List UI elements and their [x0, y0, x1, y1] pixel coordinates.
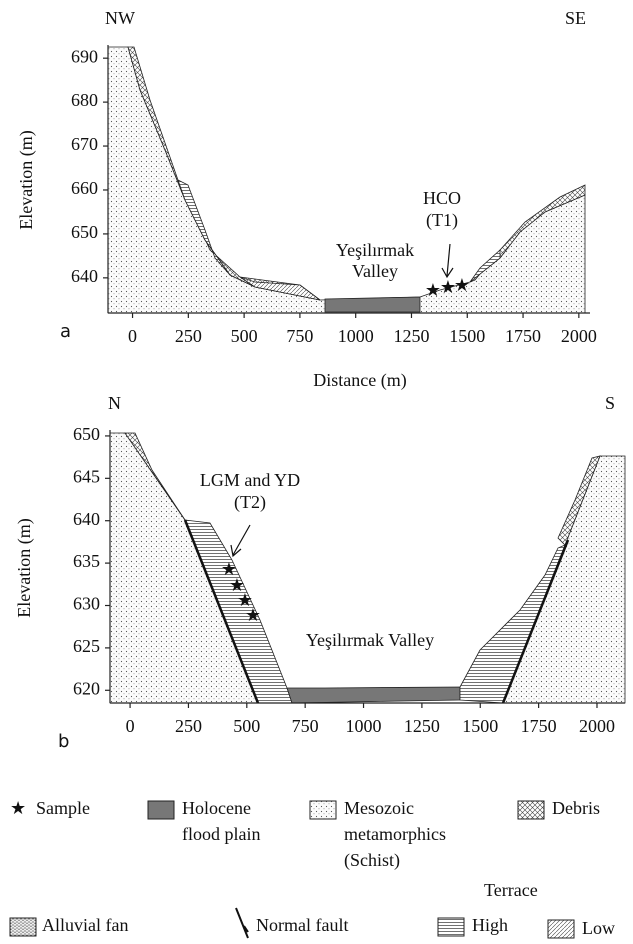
x-tick-label: 250: [175, 716, 202, 736]
x-tick-label: 250: [175, 326, 202, 346]
x-tick-label: 2000: [561, 326, 597, 346]
legend-label: Holocene: [182, 798, 251, 818]
x-tick-label: 750: [286, 326, 313, 346]
legend-symbol: ★: [10, 798, 26, 818]
annotation: LGM and YD: [200, 470, 300, 490]
svg-text:★: ★: [245, 605, 261, 625]
terrace-high: [459, 544, 566, 704]
x-tick-label: 1750: [521, 716, 557, 736]
legend-label: Alluvial fan: [42, 915, 128, 935]
annotation: Yeşilırmak Valley: [306, 630, 434, 650]
panel-a-drawing: ★★★: [107, 46, 586, 314]
legend-label: metamorphics: [344, 824, 446, 844]
samples: ★★★: [425, 275, 470, 300]
legend-label: Debris: [552, 798, 600, 818]
legend-swatch: [547, 919, 575, 939]
terrace-high: [177, 179, 231, 276]
y-tick-label: 635: [73, 551, 100, 571]
terrace-low: [239, 276, 321, 301]
legend-swatch: [517, 800, 545, 820]
x-tick-label: 500: [231, 326, 258, 346]
y-tick-label: 690: [71, 46, 98, 66]
x-tick-label: 1500: [462, 716, 498, 736]
arrow: [441, 243, 454, 279]
y-tick-label: 670: [71, 134, 98, 154]
legend-label: Normal fault: [256, 915, 348, 935]
y-tick-label: 645: [73, 466, 100, 486]
legend-label: flood plain: [182, 824, 261, 844]
x-tick-label: 1750: [505, 326, 541, 346]
direction-label: N: [108, 393, 121, 413]
legend-label: (Schist): [344, 850, 400, 871]
legend-label: Sample: [36, 798, 90, 818]
y-axis-label: Elevation (m): [16, 130, 37, 229]
legend-swatch: [437, 917, 465, 937]
x-tick-label: 2000: [579, 716, 615, 736]
annotation: Yeşilırmak: [336, 240, 414, 260]
y-tick-label: 640: [73, 509, 100, 529]
samples: ★★★★: [221, 559, 261, 625]
svg-text:★: ★: [229, 575, 245, 595]
debris: [557, 455, 601, 546]
normal-fault: [501, 539, 570, 704]
panel-label: b: [58, 731, 69, 752]
legend-label: High: [472, 915, 508, 935]
x-tick-label: 1000: [338, 326, 374, 346]
direction-label: NW: [105, 8, 135, 28]
x-tick-label: 0: [128, 326, 137, 346]
legend-swatch: [147, 800, 175, 820]
y-tick-label: 630: [73, 594, 100, 614]
panel-b-drawing: ★★★★: [109, 432, 626, 704]
direction-label: SE: [565, 8, 586, 28]
annotation: HCO: [423, 188, 461, 208]
y-tick-label: 640: [71, 266, 98, 286]
x-tick-label: 1500: [449, 326, 485, 346]
svg-text:★: ★: [440, 277, 456, 297]
legend-swatch: [309, 800, 337, 820]
legend-swatch: [9, 917, 37, 937]
y-tick-label: 680: [71, 90, 98, 110]
legend-label: Mesozoic: [344, 798, 414, 818]
legend-label: Terrace: [484, 880, 538, 900]
x-tick-label: 750: [292, 716, 319, 736]
panel-label: a: [60, 321, 71, 342]
y-tick-label: 650: [73, 424, 100, 444]
y-axis-label: Elevation (m): [14, 518, 35, 617]
x-tick-label: 1250: [393, 326, 429, 346]
flood-plain: [324, 296, 421, 313]
svg-text:★: ★: [221, 559, 237, 579]
legend-swatch: [235, 907, 249, 939]
x-axis-label: Distance (m): [313, 370, 406, 391]
svg-text:★: ★: [425, 280, 441, 300]
x-tick-label: 1250: [404, 716, 440, 736]
x-tick-label: 500: [233, 716, 260, 736]
annotation: Valley: [352, 261, 398, 281]
y-tick-label: 660: [71, 178, 98, 198]
svg-text:★: ★: [454, 275, 470, 295]
y-tick-label: 620: [73, 678, 100, 698]
debris: [124, 432, 186, 521]
normal-fault: [183, 519, 260, 704]
x-tick-label: 1000: [346, 716, 382, 736]
flood-plain: [286, 686, 461, 704]
svg-text:★: ★: [237, 590, 253, 610]
direction-label: S: [605, 393, 615, 413]
schist: [502, 455, 626, 704]
arrow: [230, 524, 251, 558]
legend: ★ Sample Holocene flood plain Mesozoic m…: [9, 798, 615, 939]
x-tick-label: 0: [126, 716, 135, 736]
legend-label: Low: [582, 918, 615, 938]
annotation: (T2): [234, 492, 266, 513]
y-tick-label: 650: [71, 222, 98, 242]
annotation: (T1): [426, 210, 458, 231]
terrace-high: [469, 249, 501, 283]
y-tick-label: 625: [73, 636, 100, 656]
schist: [107, 46, 586, 314]
